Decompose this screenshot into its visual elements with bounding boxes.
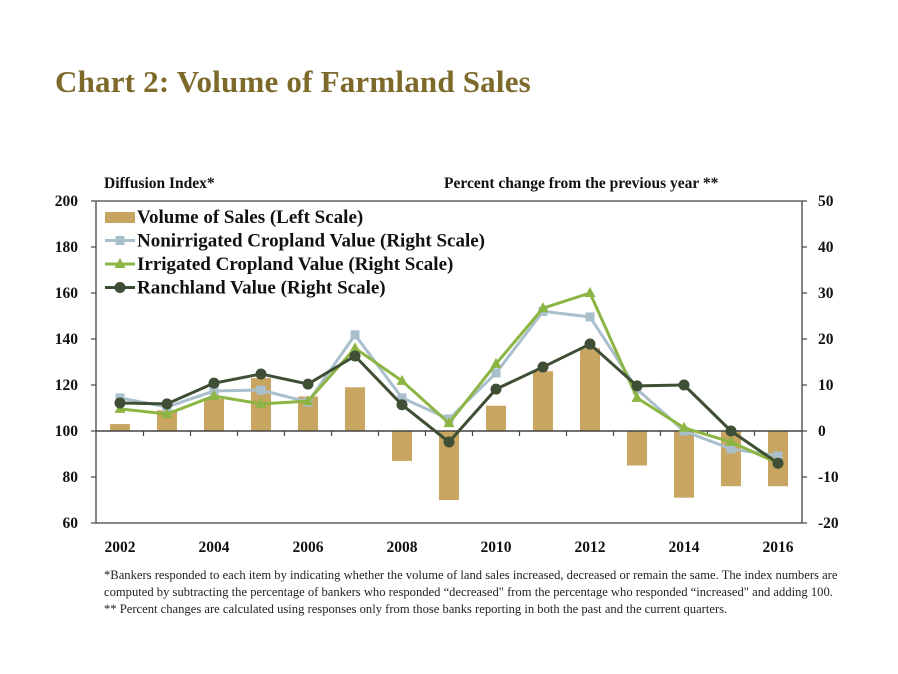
bar-volume-of-sales — [204, 398, 224, 431]
point-ranchland-value — [208, 377, 220, 389]
bar-volume-of-sales — [533, 371, 553, 431]
left-tick-label: 60 — [63, 515, 79, 532]
bar-volume-of-sales — [674, 431, 694, 498]
left-axis-title: Diffusion Index* — [104, 175, 215, 192]
point-irrigated-cropland-value — [396, 374, 408, 385]
point-ranchland-value — [161, 398, 173, 410]
legend-label-volume-of-sales: Volume of Sales (Left Scale) — [137, 207, 363, 228]
right-tick-label: 50 — [818, 193, 834, 210]
right-tick-label: -20 — [818, 515, 839, 532]
bar-volume-of-sales — [392, 431, 412, 461]
left-tick-label: 160 — [55, 285, 79, 302]
legend-swatch-volume-of-sales — [105, 212, 135, 223]
right-tick-label: 0 — [818, 423, 826, 440]
x-tick-label: 2004 — [199, 539, 230, 556]
point-ranchland-value — [537, 361, 549, 373]
legend-marker-nonirrigated-cropland-value — [115, 236, 125, 245]
bar-volume-of-sales — [298, 396, 318, 431]
right-tick-label: 30 — [818, 285, 834, 302]
point-irrigated-cropland-value — [349, 342, 361, 353]
bar-volume-of-sales — [627, 431, 647, 466]
point-irrigated-cropland-value — [255, 397, 267, 408]
left-tick-label: 180 — [55, 239, 79, 256]
x-tick-label: 2014 — [669, 539, 700, 556]
point-ranchland-value — [349, 350, 361, 362]
point-ranchland-value — [114, 397, 126, 409]
bar-volume-of-sales — [486, 405, 506, 431]
left-tick-label: 140 — [55, 331, 79, 348]
axes: 60 80 100 120 140 160 180 200 -20 -10 0 10 20 30 40 50 2… — [55, 193, 839, 556]
x-tick-label: 2012 — [575, 539, 606, 556]
right-tick-label: 40 — [818, 239, 834, 256]
point-nonirrigated-cropland-value — [256, 385, 266, 395]
footnotes: *Bankers responded to each item by indic… — [104, 567, 844, 618]
footnote-percent-change: ** Percent changes are calculated using … — [104, 602, 728, 616]
point-irrigated-cropland-value — [302, 395, 314, 406]
right-tick-label: 20 — [818, 331, 834, 348]
point-ranchland-value — [772, 457, 784, 469]
point-ranchland-value — [678, 379, 690, 391]
point-irrigated-cropland-value — [208, 390, 220, 401]
x-tick-label: 2008 — [387, 539, 418, 556]
point-ranchland-value — [490, 383, 502, 395]
legend-label-nonirrigated-cropland-value: Nonirrigated Cropland Value (Right Scale… — [137, 231, 485, 252]
point-ranchland-value — [584, 338, 596, 350]
legend-label-irrigated-cropland-value: Irrigated Cropland Value (Right Scale) — [137, 254, 453, 275]
point-irrigated-cropland-value — [678, 421, 690, 432]
point-nonirrigated-cropland-value — [491, 368, 501, 378]
right-axis-title: Percent change from the previous year ** — [444, 175, 719, 192]
right-tick-label: -10 — [818, 469, 839, 486]
point-irrigated-cropland-value — [584, 287, 596, 297]
point-ranchland-value — [302, 378, 314, 390]
point-ranchland-value — [396, 399, 408, 411]
point-irrigated-cropland-value — [490, 357, 502, 368]
lines-layer — [114, 287, 784, 469]
point-nonirrigated-cropland-value — [726, 444, 736, 454]
legend-label-ranchland-value: Ranchland Value (Right Scale) — [137, 278, 386, 299]
point-ranchland-value — [725, 425, 737, 437]
point-nonirrigated-cropland-value — [397, 393, 407, 403]
left-tick-label: 200 — [55, 193, 79, 210]
x-tick-label: 2016 — [763, 539, 794, 556]
point-irrigated-cropland-value — [631, 391, 643, 402]
bar-volume-of-sales — [345, 387, 365, 431]
x-tick-label: 2006 — [293, 539, 324, 556]
point-irrigated-cropland-value — [725, 436, 737, 447]
left-tick-label: 80 — [63, 469, 79, 486]
point-irrigated-cropland-value — [537, 302, 549, 313]
legend: Volume of Sales (Left Scale) Nonirrigated… — [105, 207, 485, 299]
legend-marker-ranchland-value — [114, 282, 126, 293]
point-nonirrigated-cropland-value — [773, 451, 783, 461]
point-irrigated-cropland-value — [443, 417, 455, 428]
left-tick-label: 120 — [55, 377, 79, 394]
legend-marker-irrigated-cropland-value — [114, 258, 126, 268]
point-irrigated-cropland-value — [161, 407, 173, 418]
bar-volume-of-sales — [157, 410, 177, 431]
bars-layer — [110, 348, 788, 500]
bar-volume-of-sales — [439, 431, 459, 500]
left-tick-label: 100 — [55, 423, 79, 440]
point-ranchland-value — [443, 436, 455, 448]
point-nonirrigated-cropland-value — [585, 312, 595, 322]
x-tick-label: 2002 — [105, 539, 136, 556]
right-tick-label: 10 — [818, 377, 834, 394]
x-tick-label: 2010 — [481, 539, 512, 556]
bar-volume-of-sales — [580, 348, 600, 431]
footnote-diffusion-index: *Bankers responded to each item by indic… — [104, 568, 838, 599]
chart-title: Chart 2: Volume of Farmland Sales — [55, 64, 531, 99]
bar-volume-of-sales — [110, 424, 130, 431]
point-ranchland-value — [631, 380, 643, 392]
point-nonirrigated-cropland-value — [350, 330, 360, 340]
point-ranchland-value — [255, 368, 267, 380]
